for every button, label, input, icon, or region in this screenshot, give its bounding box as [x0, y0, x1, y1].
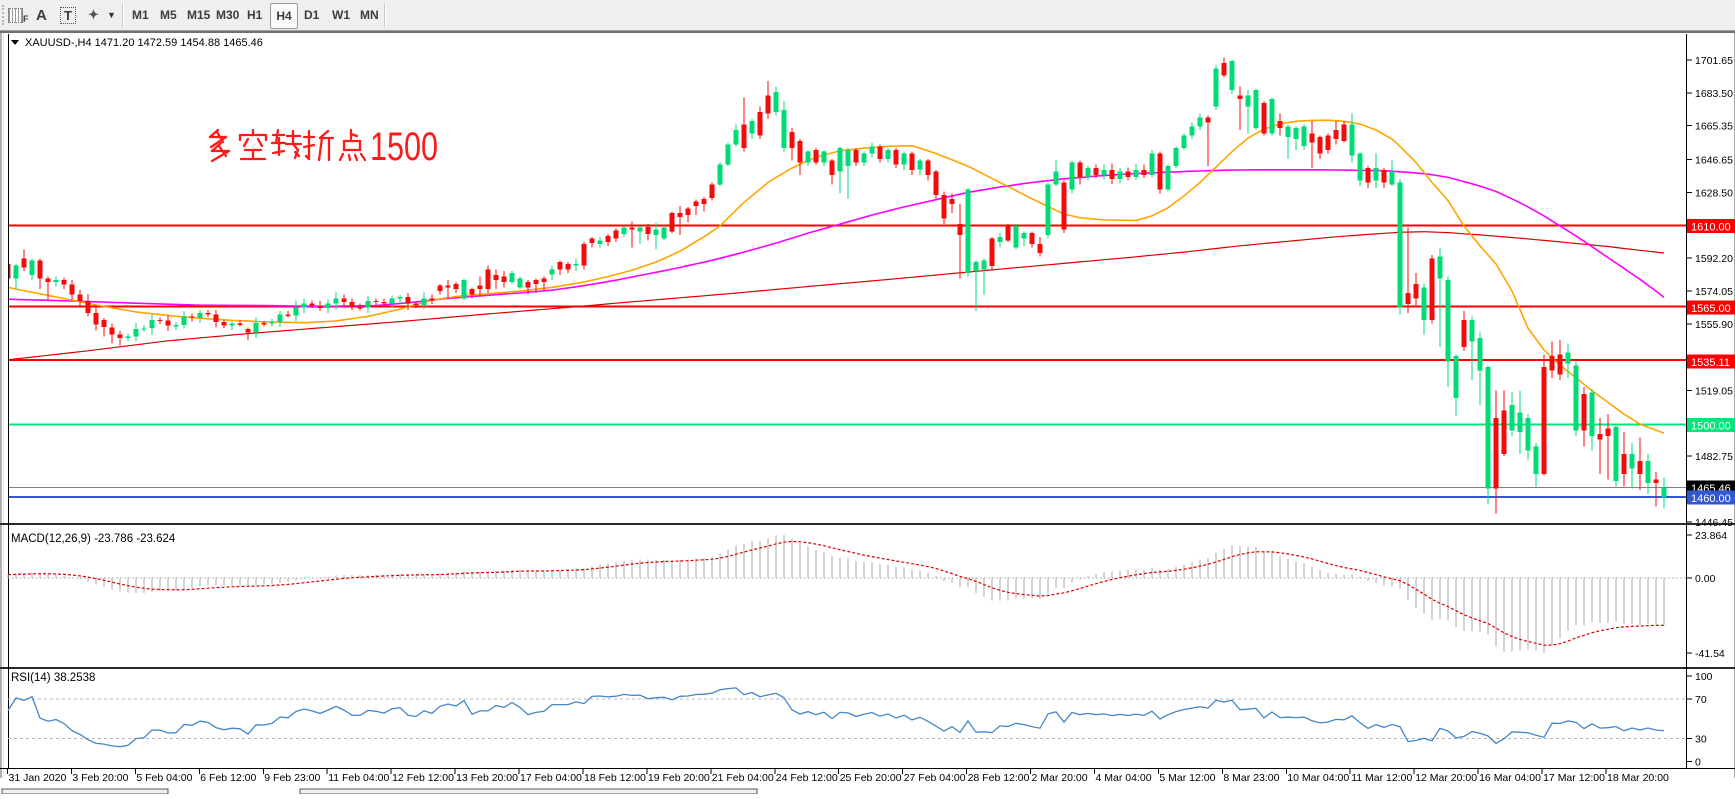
- svg-text:23.864: 23.864: [1695, 530, 1727, 542]
- svg-text:11 Feb 04:00: 11 Feb 04:00: [328, 772, 389, 784]
- svg-text:1574.05: 1574.05: [1695, 286, 1733, 298]
- svg-text:4 Mar 04:00: 4 Mar 04:00: [1096, 772, 1152, 784]
- svg-text:18 Mar 20:00: 18 Mar 20:00: [1607, 772, 1669, 784]
- svg-text:1519.05: 1519.05: [1695, 386, 1733, 398]
- svg-text:2 Mar 20:00: 2 Mar 20:00: [1032, 772, 1088, 784]
- svg-text:1535.11: 1535.11: [1691, 357, 1730, 369]
- svg-text:31 Jan 2020: 31 Jan 2020: [9, 772, 67, 784]
- svg-text:1460.00: 1460.00: [1691, 493, 1731, 505]
- svg-text:1665.35: 1665.35: [1695, 121, 1733, 133]
- svg-text:1500.00: 1500.00: [1691, 421, 1731, 433]
- svg-text:25 Feb 20:00: 25 Feb 20:00: [840, 772, 902, 784]
- svg-text:28 Feb 12:00: 28 Feb 12:00: [968, 772, 1030, 784]
- svg-text:0.00: 0.00: [1695, 573, 1716, 585]
- svg-text:3 Feb 20:00: 3 Feb 20:00: [72, 772, 128, 784]
- svg-text:1592.20: 1592.20: [1695, 253, 1733, 265]
- svg-text:11 Mar 12:00: 11 Mar 12:00: [1351, 772, 1412, 784]
- svg-text:1628.50: 1628.50: [1695, 187, 1733, 199]
- svg-text:16 Mar 04:00: 16 Mar 04:00: [1479, 772, 1541, 784]
- svg-text:1683.50: 1683.50: [1695, 88, 1733, 100]
- svg-text:13 Feb 20:00: 13 Feb 20:00: [456, 772, 518, 784]
- svg-text:30: 30: [1695, 734, 1707, 746]
- svg-text:0: 0: [1695, 757, 1701, 769]
- svg-text:24 Feb 12:00: 24 Feb 12:00: [776, 772, 838, 784]
- svg-text:12 Mar 20:00: 12 Mar 20:00: [1415, 772, 1477, 784]
- svg-text:17 Mar 12:00: 17 Mar 12:00: [1543, 772, 1605, 784]
- svg-text:1482.75: 1482.75: [1695, 451, 1733, 463]
- svg-text:1446.45: 1446.45: [1695, 517, 1733, 529]
- svg-text:5 Mar 12:00: 5 Mar 12:00: [1159, 772, 1215, 784]
- svg-text:70: 70: [1695, 694, 1707, 706]
- svg-text:XAUUSD-,H4 1471.20 1472.59 14: XAUUSD-,H4 1471.20 1472.59 1454.88 1465.…: [25, 37, 263, 49]
- svg-text:8 Mar 23:00: 8 Mar 23:00: [1223, 772, 1279, 784]
- svg-text:1610.00: 1610.00: [1691, 221, 1731, 233]
- svg-text:-41.54: -41.54: [1695, 648, 1725, 660]
- svg-text:27 Feb 04:00: 27 Feb 04:00: [904, 772, 966, 784]
- svg-text:6 Feb 12:00: 6 Feb 12:00: [200, 772, 256, 784]
- svg-text:10 Mar 04:00: 10 Mar 04:00: [1287, 772, 1349, 784]
- svg-text:19 Feb 20:00: 19 Feb 20:00: [648, 772, 710, 784]
- svg-text:MACD(12,26,9) -23.786 -23.624: MACD(12,26,9) -23.786 -23.624: [11, 533, 176, 545]
- svg-text:1555.90: 1555.90: [1695, 319, 1733, 331]
- svg-text:21 Feb 04:00: 21 Feb 04:00: [712, 772, 774, 784]
- svg-text:9 Feb 23:00: 9 Feb 23:00: [264, 772, 320, 784]
- svg-text:18 Feb 12:00: 18 Feb 12:00: [584, 772, 646, 784]
- svg-text:1646.65: 1646.65: [1695, 155, 1733, 167]
- svg-text:5 Feb 04:00: 5 Feb 04:00: [136, 772, 192, 784]
- svg-text:100: 100: [1695, 671, 1713, 683]
- svg-text:RSI(14) 38.2538: RSI(14) 38.2538: [11, 672, 95, 684]
- svg-text:1701.65: 1701.65: [1695, 55, 1733, 67]
- svg-text:12 Feb 12:00: 12 Feb 12:00: [392, 772, 454, 784]
- svg-text:17 Feb 04:00: 17 Feb 04:00: [520, 772, 582, 784]
- svg-text:1565.00: 1565.00: [1691, 303, 1731, 315]
